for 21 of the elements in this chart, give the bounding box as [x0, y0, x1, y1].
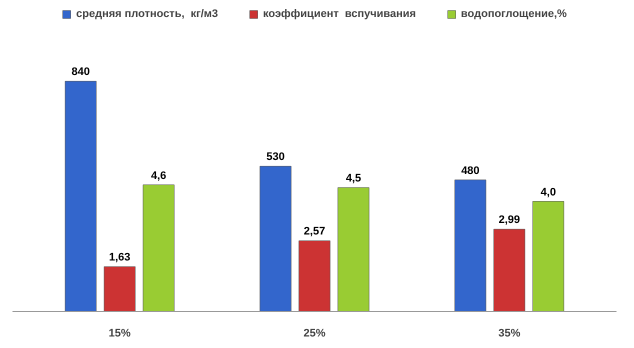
bar	[104, 266, 136, 312]
bar	[142, 184, 174, 312]
legend-label: коэффициент вспучивания	[263, 8, 416, 20]
x-tick-label: 35%	[498, 328, 521, 340]
bar	[338, 187, 370, 312]
data-label: 530	[266, 151, 285, 164]
bar	[298, 240, 330, 312]
bar	[532, 201, 564, 312]
data-label: 4,6	[150, 170, 166, 182]
bar	[494, 228, 526, 312]
legend-label: средняя плотность, кг/м3	[76, 8, 218, 20]
data-label: 1,63	[108, 252, 130, 264]
data-label: 2,57	[304, 226, 326, 238]
data-label: 4,0	[540, 186, 556, 198]
legend-label: водопоглощение,%	[460, 8, 567, 20]
data-label: 2,99	[498, 214, 520, 226]
data-label: 4,5	[346, 172, 362, 185]
data-label: 840	[72, 66, 90, 78]
x-tick-label: 25%	[303, 328, 326, 340]
data-label: 480	[461, 164, 480, 177]
x-tick-label: 15%	[108, 328, 131, 340]
